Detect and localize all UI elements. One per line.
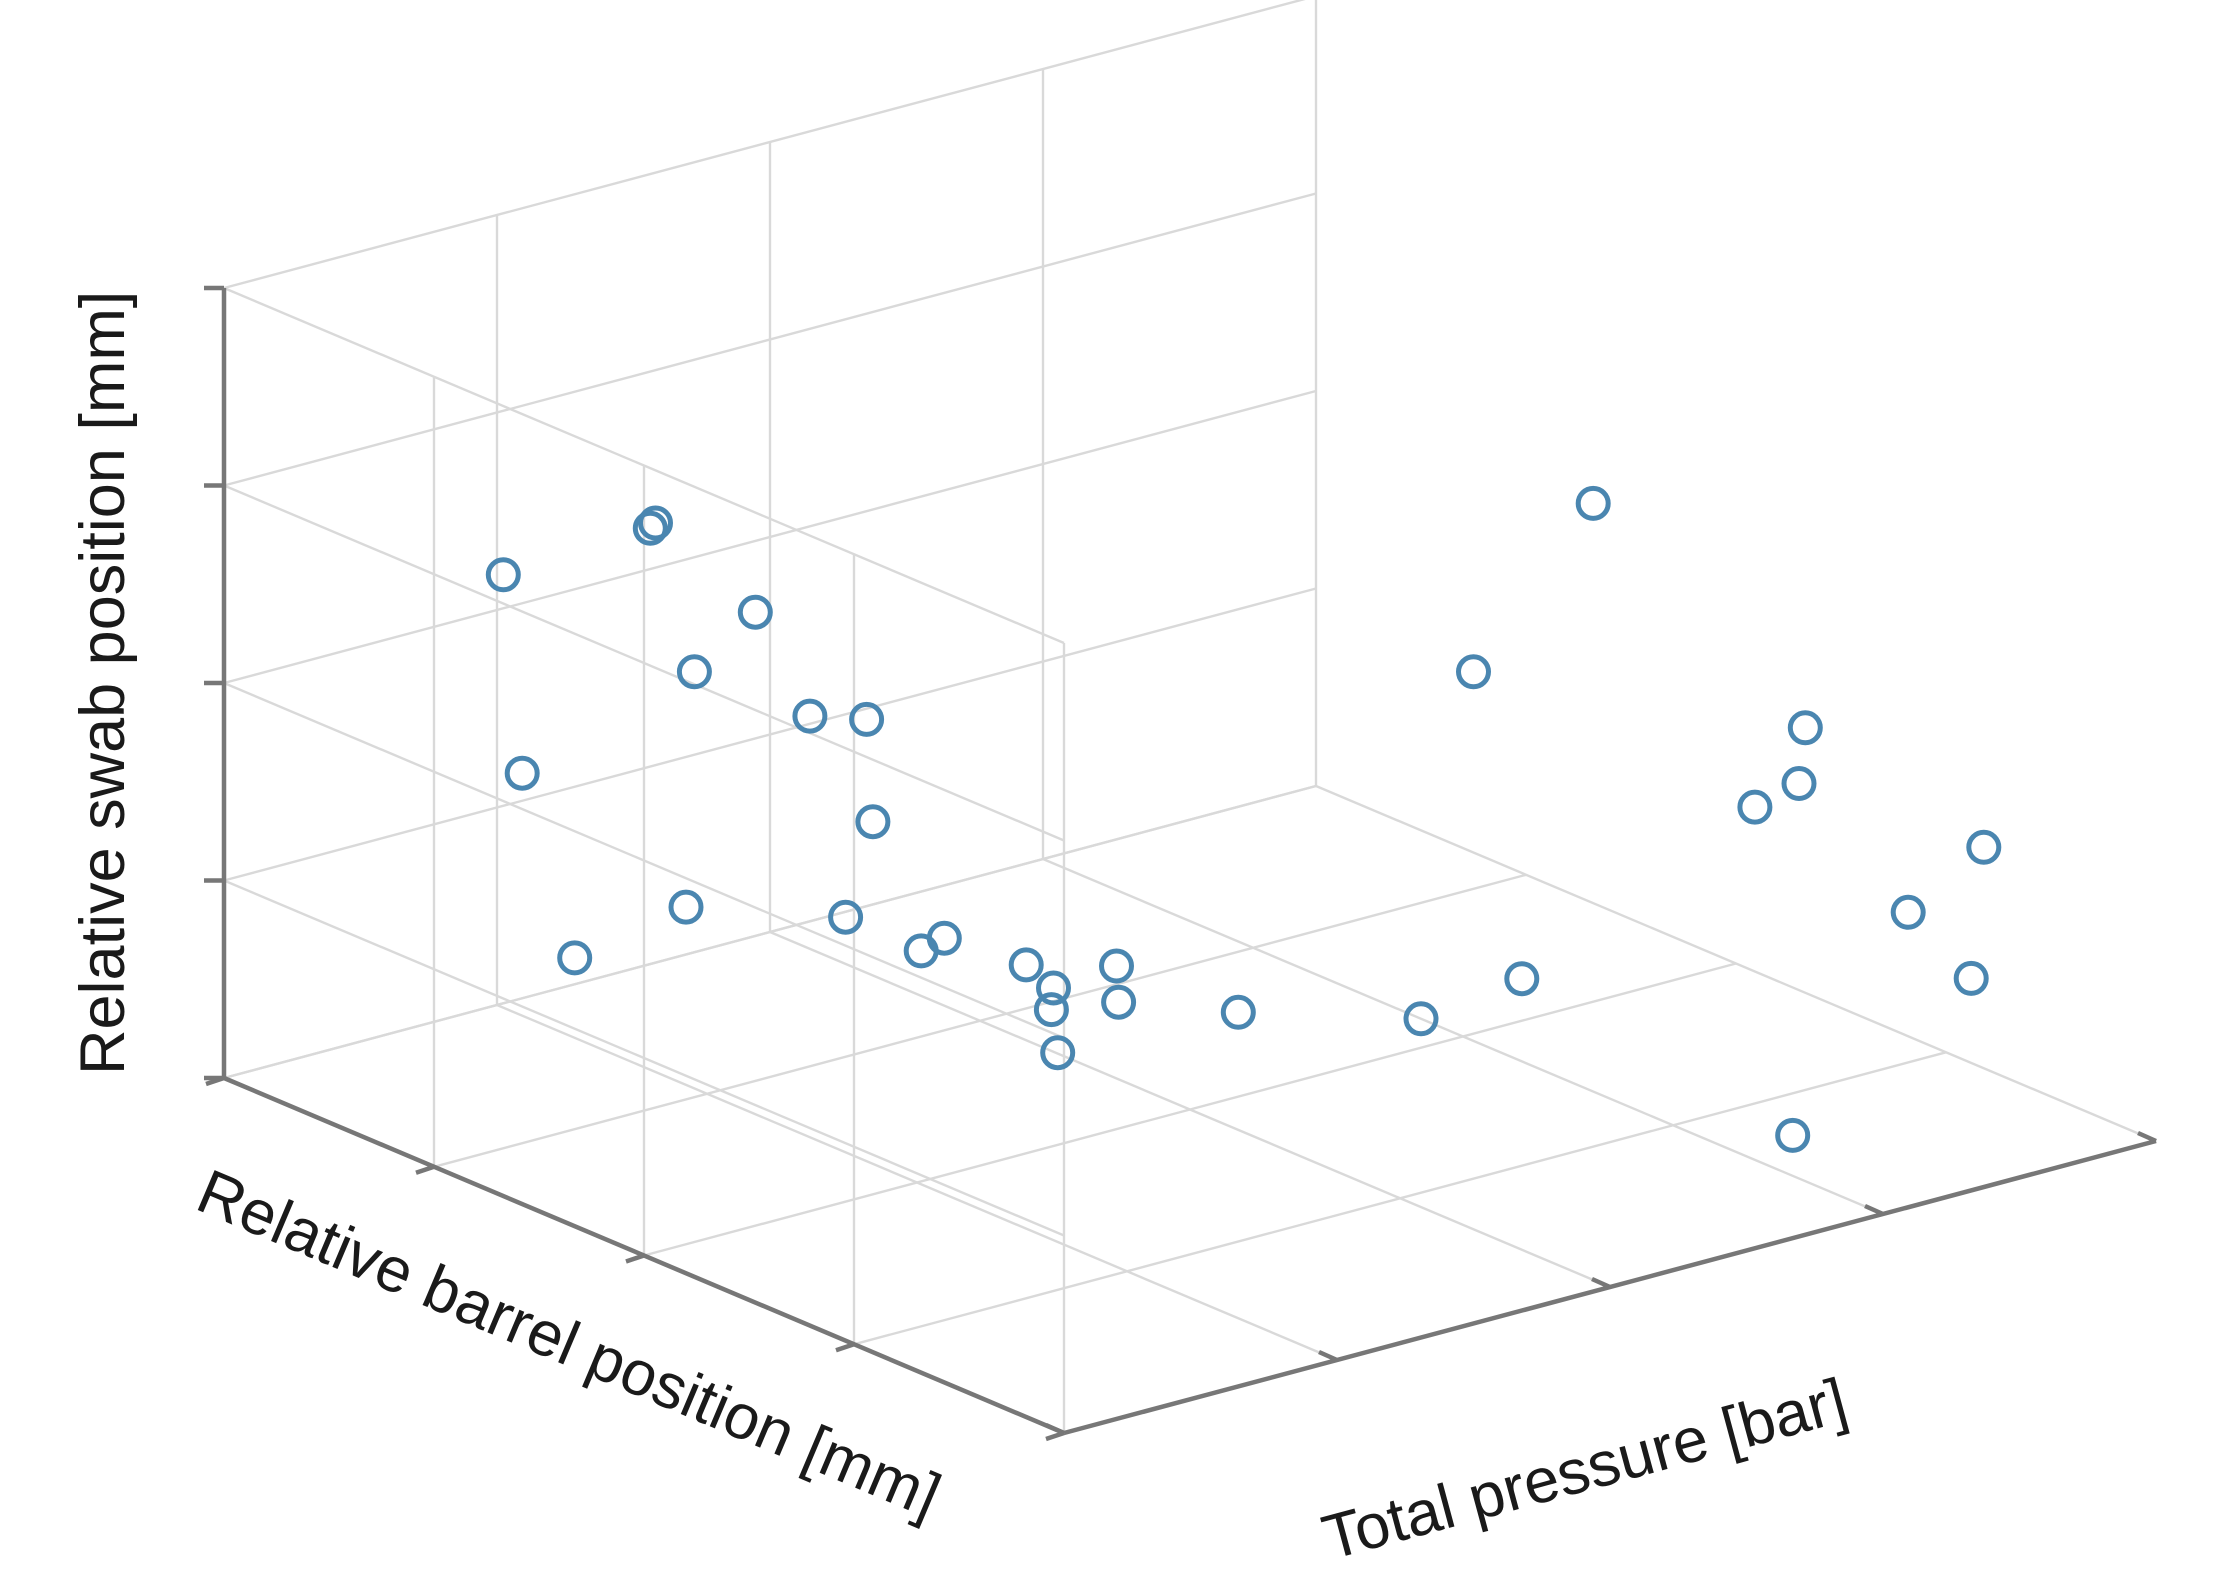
data-point <box>1008 947 1044 983</box>
data-point <box>638 505 673 541</box>
data-point <box>485 557 521 593</box>
data-point <box>1966 829 2002 865</box>
data-point <box>903 933 939 969</box>
floor-grid-line <box>853 1051 1947 1346</box>
data-point <box>668 889 704 925</box>
x-axis-tick <box>1591 1276 1611 1290</box>
data-point <box>1101 984 1137 1020</box>
data-points-group <box>485 485 2002 1153</box>
data-point <box>828 899 864 935</box>
floor-grid-line <box>433 873 1527 1168</box>
data-point <box>855 804 891 840</box>
left-wall-grid-line <box>223 286 1065 645</box>
data-point <box>557 940 593 976</box>
floor-grid-line <box>643 962 1737 1257</box>
data-point <box>1033 992 1069 1028</box>
y-axis-tick <box>1045 1430 1065 1442</box>
data-point <box>1220 994 1256 1030</box>
right-wall-grid-line <box>223 389 1317 685</box>
data-point <box>849 701 885 737</box>
data-point <box>1890 894 1926 930</box>
y-axis-tick <box>835 1342 855 1353</box>
right-wall-grid-line <box>223 192 1317 487</box>
x-axis-label: Total pressure [bar] <box>1315 1365 1854 1573</box>
data-point <box>632 510 668 546</box>
data-point <box>504 755 540 791</box>
y-axis-tick <box>415 1164 435 1175</box>
data-point <box>792 698 828 734</box>
right-wall-grid-line <box>223 587 1317 882</box>
data-point <box>1775 1117 1811 1153</box>
left-wall-grid-line <box>223 879 1065 1237</box>
left-wall-grid-line <box>223 681 1065 1040</box>
data-point <box>737 594 773 630</box>
data-point <box>1737 789 1773 825</box>
data-point <box>1099 948 1134 984</box>
axes-group <box>204 285 2157 1442</box>
data-point <box>676 654 712 690</box>
data-point <box>1456 654 1491 690</box>
data-point <box>1403 1001 1439 1037</box>
data-point <box>1953 960 1989 996</box>
x-axis-tick <box>2137 1130 2157 1144</box>
z-axis-label: Relative swab position [mm] <box>68 291 138 1075</box>
data-point <box>1787 710 1823 746</box>
data-point <box>1781 766 1817 801</box>
right-wall-grid-line <box>223 0 1306 290</box>
y-axis-label: Relative barrel position [mm] <box>188 1156 951 1531</box>
x-axis-tick <box>1318 1349 1338 1363</box>
left-wall-grid-line <box>223 484 1065 842</box>
data-point <box>1575 485 1611 521</box>
x-axis-tick <box>1864 1203 1884 1217</box>
data-point <box>1036 970 1071 1006</box>
data-point <box>1504 961 1540 997</box>
right-wall-grid-line <box>223 784 1317 1080</box>
data-point <box>1040 1035 1076 1071</box>
y-axis-tick <box>625 1253 645 1264</box>
